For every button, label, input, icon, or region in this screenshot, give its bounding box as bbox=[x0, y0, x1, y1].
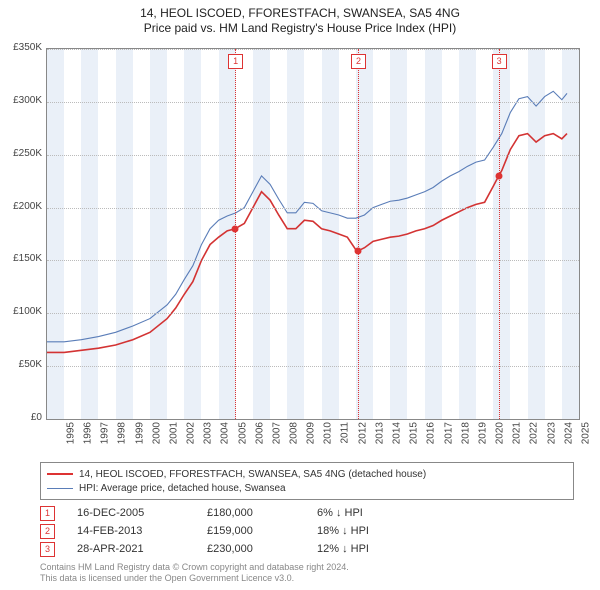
legend-swatch-red bbox=[47, 473, 73, 475]
sale-delta: 12% ↓ HPI bbox=[317, 543, 437, 555]
series-line bbox=[47, 134, 567, 353]
legend-label-red: 14, HEOL ISCOED, FFORESTFACH, SWANSEA, S… bbox=[79, 469, 426, 480]
xtick-label: 2021 bbox=[511, 422, 522, 444]
legend-swatch-blue bbox=[47, 488, 73, 489]
xtick-label: 2010 bbox=[323, 422, 334, 444]
xtick-label: 1997 bbox=[100, 422, 111, 444]
sale-delta: 18% ↓ HPI bbox=[317, 525, 437, 537]
titles: 14, HEOL ISCOED, FFORESTFACH, SWANSEA, S… bbox=[0, 0, 600, 35]
xtick-label: 2013 bbox=[374, 422, 385, 444]
footer: Contains HM Land Registry data © Crown c… bbox=[40, 562, 349, 584]
xtick-label: 1998 bbox=[117, 422, 128, 444]
xtick-label: 2000 bbox=[151, 422, 162, 444]
sale-price: £230,000 bbox=[207, 543, 317, 555]
ytick-label: £350K bbox=[2, 42, 42, 53]
ytick-label: £250K bbox=[2, 148, 42, 159]
legend: 14, HEOL ISCOED, FFORESTFACH, SWANSEA, S… bbox=[40, 462, 574, 500]
sale-date: 28-APR-2021 bbox=[77, 543, 207, 555]
sale-delta: 6% ↓ HPI bbox=[317, 507, 437, 519]
sales-row: 3 28-APR-2021 £230,000 12% ↓ HPI bbox=[40, 540, 437, 558]
xtick-label: 2002 bbox=[185, 422, 196, 444]
ytick-label: £300K bbox=[2, 95, 42, 106]
sale-index-box: 2 bbox=[40, 524, 55, 539]
xtick-label: 2006 bbox=[254, 422, 265, 444]
chart-container: 14, HEOL ISCOED, FFORESTFACH, SWANSEA, S… bbox=[0, 0, 600, 590]
legend-label-blue: HPI: Average price, detached house, Swan… bbox=[79, 483, 286, 494]
sale-index-box: 1 bbox=[40, 506, 55, 521]
title-address: 14, HEOL ISCOED, FFORESTFACH, SWANSEA, S… bbox=[0, 6, 600, 20]
sale-marker-box: 3 bbox=[492, 54, 507, 69]
ytick-label: £150K bbox=[2, 253, 42, 264]
sale-price: £159,000 bbox=[207, 525, 317, 537]
xtick-label: 2019 bbox=[477, 422, 488, 444]
xtick-label: 2008 bbox=[288, 422, 299, 444]
xtick-label: 2007 bbox=[271, 422, 282, 444]
xtick-label: 2001 bbox=[168, 422, 179, 444]
sale-marker-box: 1 bbox=[228, 54, 243, 69]
sale-price: £180,000 bbox=[207, 507, 317, 519]
sale-vline bbox=[358, 49, 359, 419]
xtick-label: 2011 bbox=[339, 422, 350, 444]
sales-row: 2 14-FEB-2013 £159,000 18% ↓ HPI bbox=[40, 522, 437, 540]
xtick-label: 2018 bbox=[460, 422, 471, 444]
sales-row: 1 16-DEC-2005 £180,000 6% ↓ HPI bbox=[40, 504, 437, 522]
legend-row-blue: HPI: Average price, detached house, Swan… bbox=[47, 481, 567, 495]
sale-date: 16-DEC-2005 bbox=[77, 507, 207, 519]
xtick-label: 2004 bbox=[220, 422, 231, 444]
ytick-label: £100K bbox=[2, 306, 42, 317]
xtick-label: 2016 bbox=[426, 422, 437, 444]
series-line bbox=[47, 91, 567, 342]
title-subtitle: Price paid vs. HM Land Registry's House … bbox=[0, 21, 600, 35]
sales-table: 1 16-DEC-2005 £180,000 6% ↓ HPI 2 14-FEB… bbox=[40, 504, 437, 558]
sale-dot bbox=[495, 172, 502, 179]
xtick-label: 2025 bbox=[580, 422, 591, 444]
xtick-label: 2015 bbox=[408, 422, 419, 444]
xtick-label: 2014 bbox=[391, 422, 402, 444]
xtick-label: 2020 bbox=[494, 422, 505, 444]
chart-area: 1 2 3 bbox=[46, 48, 580, 420]
ytick-label: £50K bbox=[2, 359, 42, 370]
xtick-label: 1996 bbox=[82, 422, 93, 444]
sale-index-box: 3 bbox=[40, 542, 55, 557]
sale-marker-box: 2 bbox=[351, 54, 366, 69]
footer-line2: This data is licensed under the Open Gov… bbox=[40, 573, 349, 584]
xtick-label: 2009 bbox=[306, 422, 317, 444]
xtick-label: 1995 bbox=[65, 422, 76, 444]
xtick-label: 2017 bbox=[443, 422, 454, 444]
xtick-label: 1999 bbox=[134, 422, 145, 444]
legend-row-red: 14, HEOL ISCOED, FFORESTFACH, SWANSEA, S… bbox=[47, 467, 567, 481]
ytick-label: £0 bbox=[2, 412, 42, 423]
sale-vline bbox=[499, 49, 500, 419]
xtick-label: 2022 bbox=[529, 422, 540, 444]
footer-line1: Contains HM Land Registry data © Crown c… bbox=[40, 562, 349, 573]
sale-vline bbox=[235, 49, 236, 419]
sale-dot bbox=[232, 225, 239, 232]
xtick-label: 2005 bbox=[237, 422, 248, 444]
xtick-label: 2003 bbox=[203, 422, 214, 444]
xtick-label: 2024 bbox=[563, 422, 574, 444]
sale-dot bbox=[354, 247, 361, 254]
xtick-label: 2023 bbox=[546, 422, 557, 444]
ytick-label: £200K bbox=[2, 201, 42, 212]
xtick-label: 2012 bbox=[357, 422, 368, 444]
sale-date: 14-FEB-2013 bbox=[77, 525, 207, 537]
